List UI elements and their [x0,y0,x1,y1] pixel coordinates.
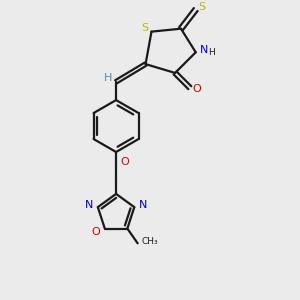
Text: N: N [139,200,147,210]
Text: O: O [120,157,129,167]
Text: N: N [200,45,208,55]
Text: S: S [141,23,148,33]
Text: O: O [193,84,202,94]
Text: CH₃: CH₃ [142,237,158,246]
Text: O: O [92,227,100,237]
Text: S: S [199,2,206,12]
Text: N: N [85,200,93,210]
Text: H: H [103,73,112,83]
Text: H: H [208,48,215,57]
